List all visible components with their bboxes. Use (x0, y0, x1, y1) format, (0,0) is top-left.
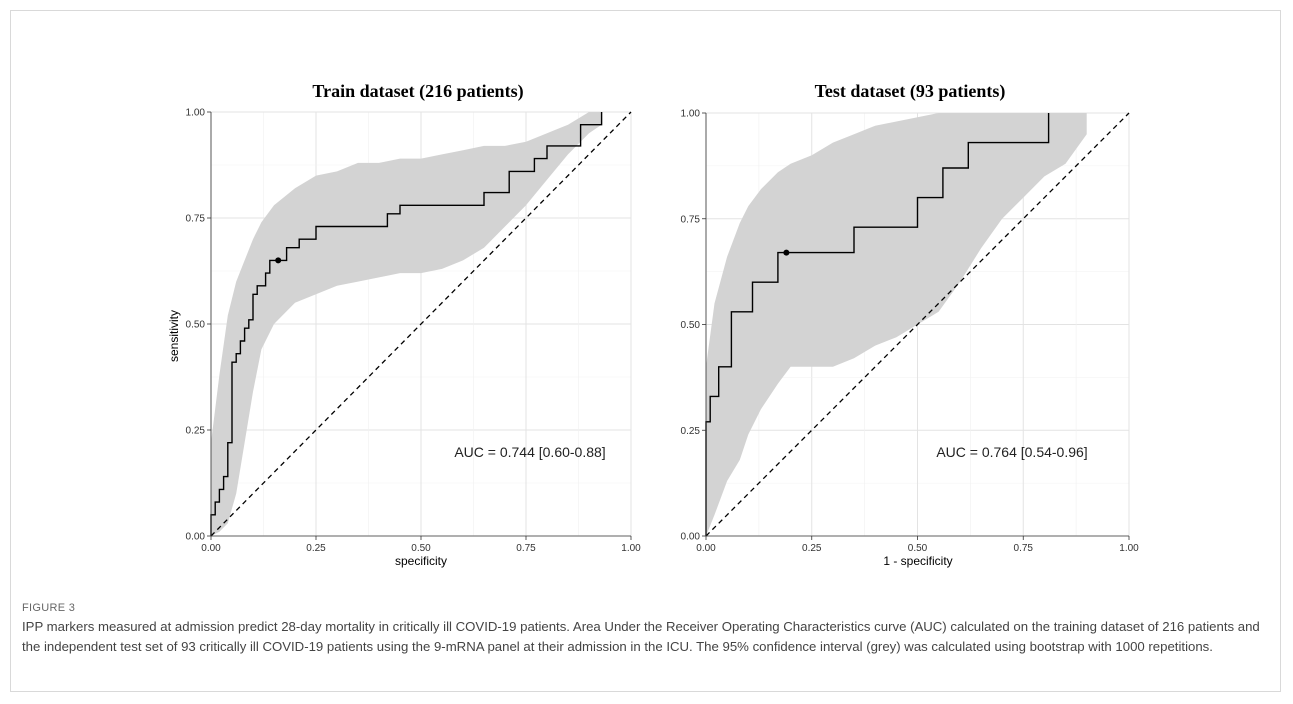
test-confidence-band (706, 113, 1087, 536)
train-roc-panel: 0.00 0.25 0.50 0.75 1.00 0.00 0.25 0.50 0.75 1.00… (167, 81, 641, 568)
test-y-tick-label: 0.00 (681, 532, 701, 543)
figure-frame (10, 10, 1281, 692)
train-x-axis-label: specificity (395, 554, 447, 568)
train-x-tick-label: 1.00 (621, 543, 641, 554)
train-chart-title: Train dataset (216 patients) (312, 81, 523, 102)
test-y-tick-label: 0.75 (681, 214, 701, 225)
train-x-tick-label: 0.00 (201, 543, 221, 554)
train-confidence-band (211, 112, 602, 536)
test-roc-curve (705, 113, 1050, 536)
test-y-tick-label: 0.50 (681, 320, 701, 331)
train-y-tick-label: 0.50 (186, 320, 206, 331)
test-y-tick-label: 0.25 (681, 426, 701, 437)
test-optimal-cutoff-point (783, 249, 790, 256)
figure-caption: FIGURE 3 IPP markers measured at admissi… (22, 602, 1272, 657)
train-roc-curve (210, 112, 603, 536)
test-auc-annotation: AUC = 0.764 [0.54-0.96] (936, 444, 1087, 460)
train-x-tick-label: 0.75 (516, 543, 536, 554)
test-diagonal-reference-line (705, 112, 1130, 537)
roc-figure: 0.00 0.25 0.50 0.75 1.00 0.00 0.25 0.50 0.75 1.00… (167, 81, 1140, 568)
train-x-tick-label: 0.50 (411, 543, 431, 554)
test-chart-title: Test dataset (93 patients) (815, 81, 1006, 102)
test-x-tick-label: 0.00 (696, 543, 716, 554)
train-y-tick-label: 0.75 (186, 214, 206, 225)
test-x-tick-label: 0.25 (802, 543, 822, 554)
train-y-tick-label: 0.25 (186, 426, 206, 437)
train-auc-annotation: AUC = 0.744 [0.60-0.88] (454, 444, 605, 460)
figure-label: FIGURE 3 (22, 602, 76, 614)
train-y-axis-label: sensitivity (167, 310, 181, 362)
test-y-tick-label: 1.00 (681, 109, 701, 120)
train-x-tick-label: 0.25 (306, 543, 326, 554)
train-y-tick-label: 0.00 (186, 532, 206, 543)
train-y-tick-label: 1.00 (186, 108, 206, 119)
figure-caption-text: IPP markers measured at admission predic… (22, 619, 1260, 654)
test-x-tick-label: 0.50 (908, 543, 928, 554)
test-x-tick-label: 1.00 (1119, 543, 1139, 554)
test-x-tick-label: 0.75 (1014, 543, 1034, 554)
test-roc-panel: 0.00 0.25 0.50 0.75 1.00 0.00 0.25 0.50 0.75 1.00… (681, 81, 1140, 568)
test-x-axis-label: 1 - specificity (883, 554, 952, 568)
train-optimal-cutoff-point (275, 257, 282, 264)
train-diagonal-reference-line (210, 111, 632, 537)
